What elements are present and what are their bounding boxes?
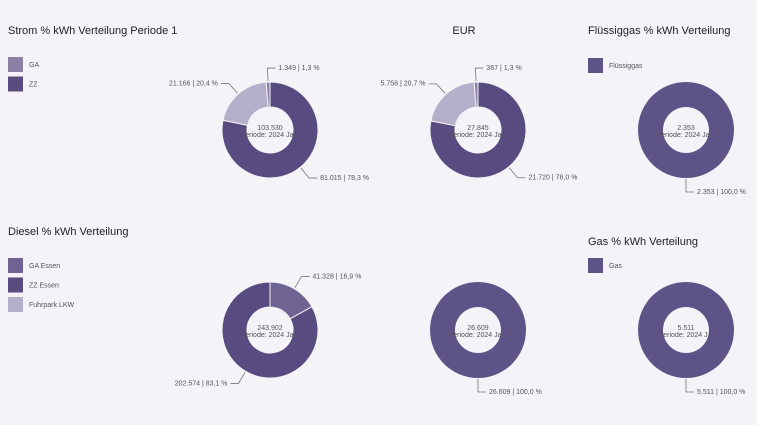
donut-segment xyxy=(221,281,319,379)
donut-segment xyxy=(638,282,734,378)
value-label: 2.353 | 100,0 % xyxy=(697,189,746,196)
value-label: 21.720 | 78,0 % xyxy=(529,175,578,182)
center-value: 26.609 xyxy=(467,325,489,332)
chart-title: Strom % kWh Verteilung Periode 1 xyxy=(8,25,177,37)
chart-title: EUR xyxy=(452,25,475,37)
value-label: 5.758 | 20,7 % xyxy=(381,81,426,88)
center-value: 103.530 xyxy=(257,125,282,132)
donut-segment xyxy=(430,282,526,378)
center-value: 5.511 xyxy=(678,325,695,332)
leader-line xyxy=(685,379,694,393)
legend-swatch xyxy=(8,76,23,92)
leader-line xyxy=(477,379,486,393)
leader-line xyxy=(685,179,694,193)
donut-segment xyxy=(430,81,477,127)
leader-line xyxy=(220,83,238,94)
value-label: 81.015 | 78,3 % xyxy=(320,175,369,182)
value-label: 202.574 | 83,1 % xyxy=(175,380,228,387)
legend-label: ZZ Essen xyxy=(29,282,59,289)
center-subtitle: Periode: 2024 Ja... xyxy=(657,132,716,139)
center-subtitle: Periode: 2024 Ja... xyxy=(241,332,300,339)
legend-swatch xyxy=(8,258,23,273)
legend-label: GA Essen xyxy=(29,263,60,270)
legend-swatch xyxy=(588,58,603,73)
leader-line xyxy=(230,372,246,384)
center-subtitle: Periode: 2024 Ja... xyxy=(449,132,508,139)
donut-segment xyxy=(221,81,319,179)
chart-title: Gas % kWh Verteilung xyxy=(588,236,698,248)
value-label: 26.609 | 100,0 % xyxy=(489,389,542,396)
chart-title: Diesel % kWh Verteilung xyxy=(8,226,128,238)
donut-segment xyxy=(222,81,269,126)
value-label: 21.166 | 20,4 % xyxy=(169,80,218,87)
value-label: 5.511 | 100,0 % xyxy=(697,389,745,396)
legend-label: Flüssiggas xyxy=(609,63,643,70)
legend-label: Gas xyxy=(609,263,622,270)
legend-label: GA xyxy=(29,62,39,69)
leader-line xyxy=(475,67,484,82)
value-label: 367 | 1,3 % xyxy=(486,65,521,72)
center-value: 27.845 xyxy=(467,125,489,132)
center-subtitle: Periode: 2024 Ja... xyxy=(449,332,508,339)
leader-line xyxy=(267,67,276,82)
value-label: 1.349 | 1,3 % xyxy=(278,65,319,72)
legend-swatch xyxy=(588,258,603,273)
chart-title: Flüssiggas % kWh Verteilung xyxy=(588,25,730,37)
leader-line xyxy=(508,167,526,179)
legend-label: ZZ xyxy=(29,81,38,88)
donut-segment xyxy=(638,82,734,178)
center-subtitle: Periode: 2024 J... xyxy=(659,332,714,339)
donut-segment xyxy=(429,81,527,179)
legend-swatch xyxy=(8,57,23,72)
center-value: 2.353 xyxy=(677,125,695,132)
center-subtitle: Periode: 2024 Ja... xyxy=(241,132,300,139)
legend-swatch xyxy=(8,277,23,293)
leader-line xyxy=(300,167,318,179)
legend-label: Fuhrpark LKW xyxy=(29,302,75,309)
value-label: 41.328 | 16,9 % xyxy=(312,273,361,280)
leader-line xyxy=(428,83,446,94)
leader-line xyxy=(294,276,310,288)
center-value: 243.902 xyxy=(257,325,282,332)
legend-swatch xyxy=(8,297,23,312)
